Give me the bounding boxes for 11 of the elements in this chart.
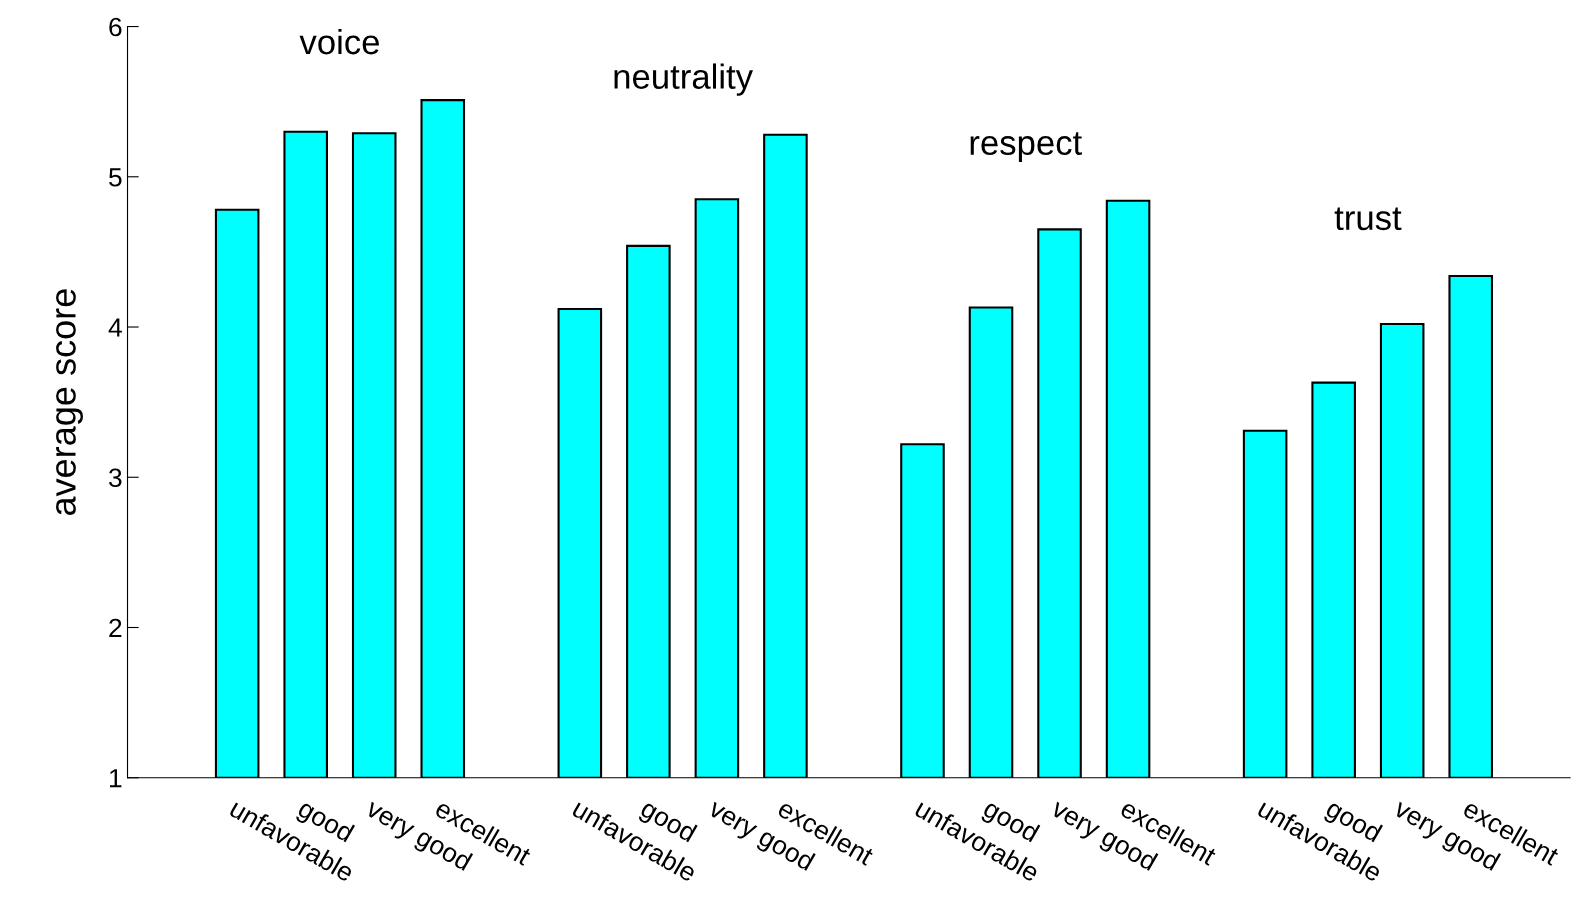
y-axis-title: average score — [56, 289, 83, 516]
annotation: neutrality — [614, 63, 753, 96]
y-tick-label: 2 — [109, 618, 122, 638]
y-tick-label: 1 — [110, 769, 122, 788]
annotation: respect — [970, 132, 1082, 162]
y-tick-label: 6 — [109, 17, 122, 37]
annotation: voice — [299, 28, 379, 55]
y-tick-label: 3 — [108, 468, 122, 488]
y-tick-label: 4 — [108, 318, 122, 337]
y-tick-label: 5 — [109, 168, 122, 187]
annotation: trust — [1334, 207, 1402, 231]
